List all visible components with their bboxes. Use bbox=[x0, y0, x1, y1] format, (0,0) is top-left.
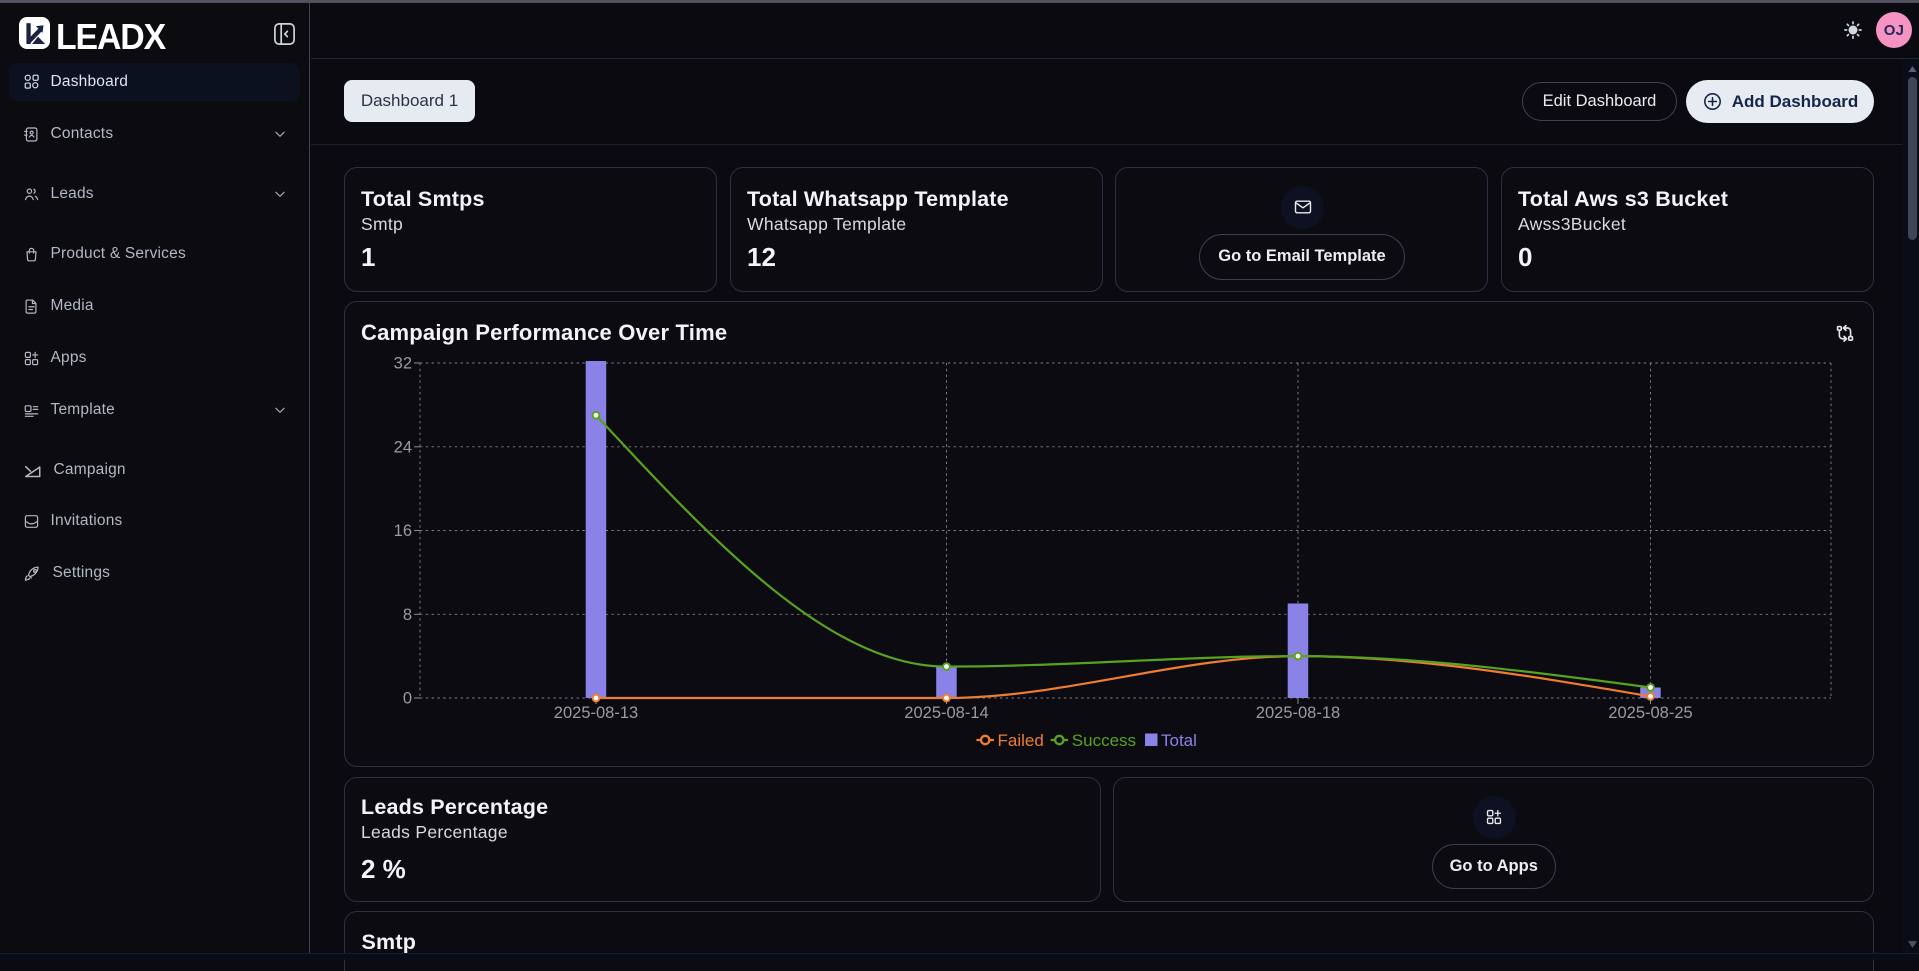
svg-text:8: 8 bbox=[403, 605, 412, 623]
svg-text:Failed: Failed bbox=[998, 730, 1044, 749]
svg-text:Success: Success bbox=[1072, 730, 1136, 749]
svg-text:24: 24 bbox=[394, 438, 412, 456]
svg-text:2025-08-18: 2025-08-18 bbox=[1256, 704, 1340, 722]
svg-text:Total: Total bbox=[1161, 730, 1197, 749]
svg-text:2025-08-13: 2025-08-13 bbox=[554, 704, 638, 722]
svg-text:2025-08-25: 2025-08-25 bbox=[1608, 704, 1692, 722]
svg-text:0: 0 bbox=[403, 689, 412, 707]
svg-text:16: 16 bbox=[394, 522, 412, 540]
svg-text:2025-08-14: 2025-08-14 bbox=[904, 704, 988, 722]
svg-text:32: 32 bbox=[394, 354, 412, 372]
